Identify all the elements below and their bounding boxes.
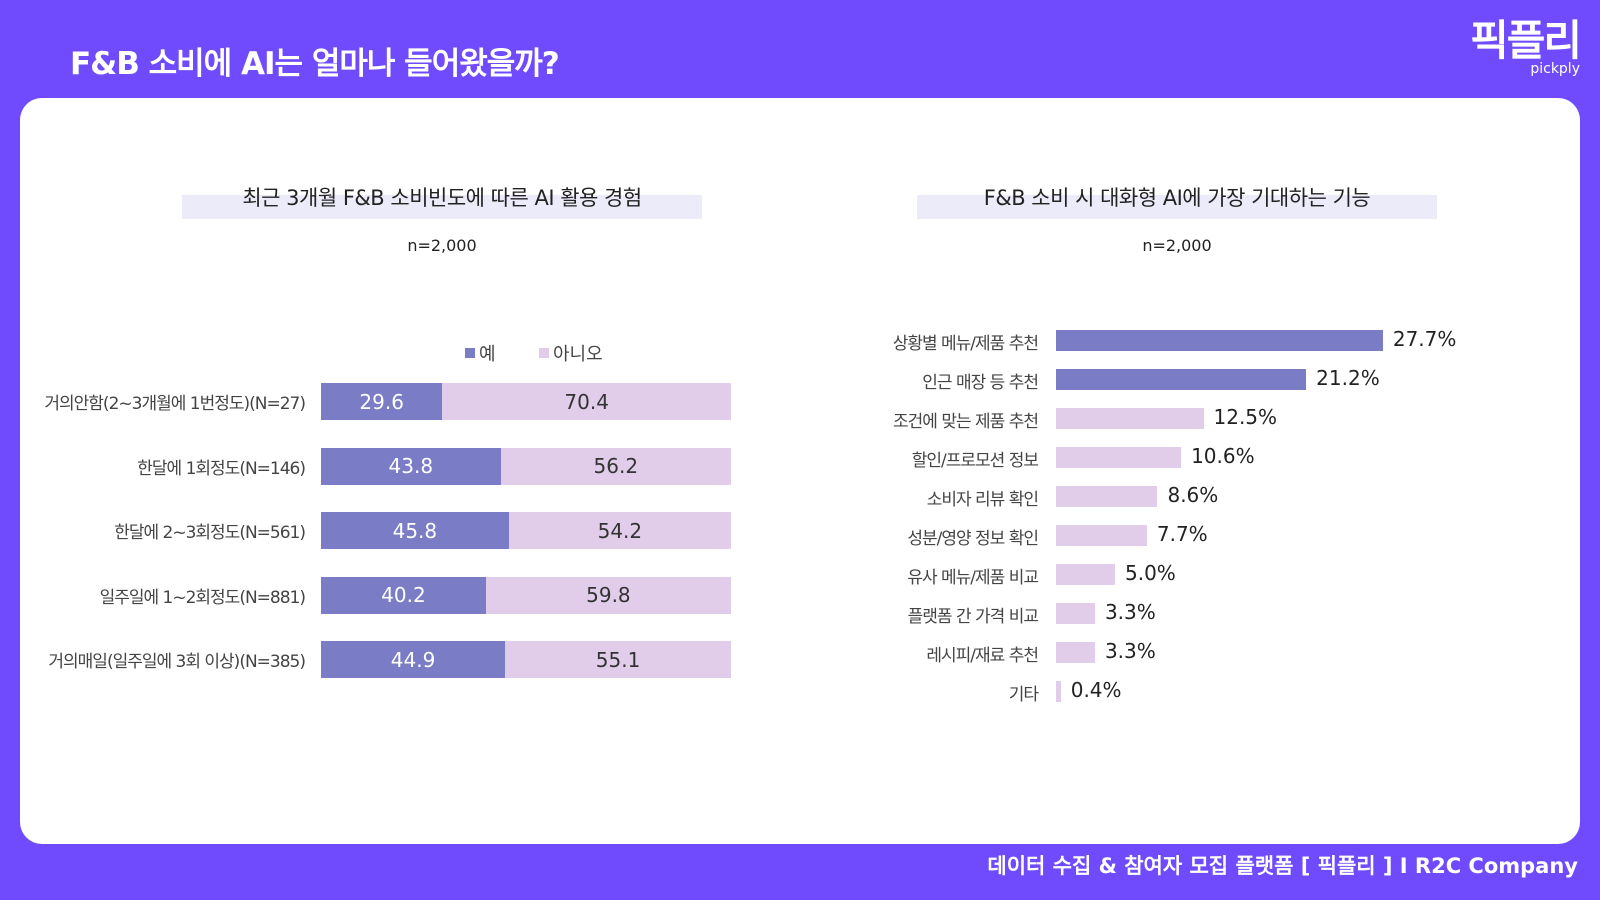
bar xyxy=(1056,330,1383,351)
bar-yes: 45.8 xyxy=(321,512,509,549)
row-label: 인근 매장 등 추천 xyxy=(922,373,1039,393)
footer: 데이터 수집 & 참여자 모집 플랫폼 [ 픽플리 ] I R2C Compan… xyxy=(987,854,1578,878)
bar-yes: 40.2 xyxy=(321,576,486,614)
value-label: 21.2% xyxy=(1316,366,1380,390)
legend-yes: 예 xyxy=(465,340,496,366)
left-chart-title: 최근 3개월 F&B 소비빈도에 따른 AI 활용 경험 xyxy=(182,182,702,219)
value-label: 8.6% xyxy=(1167,483,1219,507)
bar-yes: 29.6 xyxy=(321,383,443,420)
bar xyxy=(1056,486,1158,507)
bar-yes: 43.8 xyxy=(321,447,501,485)
bar-no: 70.4 xyxy=(442,383,731,420)
bar xyxy=(1056,525,1147,546)
bar-yes: 44.9 xyxy=(321,641,506,678)
bar-no: 59.8 xyxy=(485,576,731,614)
row-label: 한달에 2~3회정도(N=561) xyxy=(114,523,306,543)
bar-no: 55.1 xyxy=(505,641,731,678)
left-chart-n: n=2,000 xyxy=(407,236,477,255)
page-title: F&B 소비에 AI는 얼마나 들어왔을까? xyxy=(70,46,560,82)
value-label: 5.0% xyxy=(1125,561,1176,585)
logo-text: 픽플리 xyxy=(1470,16,1582,65)
bar xyxy=(1056,369,1307,390)
row-label: 유사 메뉴/제품 비교 xyxy=(907,568,1039,588)
value-label: 7.7% xyxy=(1156,522,1208,546)
logo: 픽플리 pickply xyxy=(1470,16,1582,77)
value-label: 27.7% xyxy=(1392,327,1457,351)
content-card xyxy=(20,98,1580,844)
logo-subtext: pickply xyxy=(1530,61,1580,77)
bar xyxy=(1056,681,1061,702)
row-label: 거의매일(일주일에 3회 이상)(N=385) xyxy=(48,652,306,672)
legend-no: 아니오 xyxy=(539,340,603,366)
row-label: 레시피/재료 추천 xyxy=(926,646,1039,666)
value-label: 3.3% xyxy=(1104,600,1156,624)
legend-swatch xyxy=(465,348,475,358)
bar xyxy=(1056,603,1095,624)
row-label: 성분/영양 정보 확인 xyxy=(907,529,1039,549)
bar-no: 54.2 xyxy=(508,512,731,549)
value-label: 0.4% xyxy=(1070,678,1122,702)
value-label: 10.6% xyxy=(1191,444,1255,468)
bar xyxy=(1056,564,1115,585)
bar xyxy=(1056,408,1204,429)
row-label: 일주일에 1~2회정도(N=881) xyxy=(99,587,306,608)
row-label: 소비자 리뷰 확인 xyxy=(926,490,1039,510)
row-label: 플랫폼 간 가격 비교 xyxy=(907,607,1039,627)
value-label: 3.3% xyxy=(1104,639,1156,663)
bar xyxy=(1056,642,1095,663)
row-label: 기타 xyxy=(1008,685,1039,705)
row-label: 상황별 메뉴/제품 추천 xyxy=(892,334,1039,354)
row-label: 할인/프로모션 정보 xyxy=(911,451,1039,471)
row-label: 한달에 1회정도(N=146) xyxy=(137,458,306,479)
row-label: 거의안함(2~3개월에 1번정도)(N=27) xyxy=(44,394,306,414)
row-label: 조건에 맞는 제품 추천 xyxy=(893,412,1039,432)
legend-swatch xyxy=(539,348,549,358)
value-label: 12.5% xyxy=(1213,405,1278,429)
bar-no: 56.2 xyxy=(500,447,731,485)
right-chart-n: n=2,000 xyxy=(1142,236,1212,255)
bar xyxy=(1056,447,1182,468)
right-chart-title: F&B 소비 시 대화형 AI에 가장 기대하는 기능 xyxy=(917,182,1437,219)
